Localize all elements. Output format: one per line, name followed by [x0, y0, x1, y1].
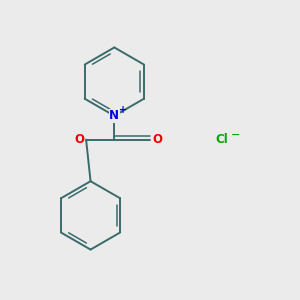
Text: O: O	[75, 133, 85, 146]
Text: O: O	[152, 133, 162, 146]
Text: +: +	[118, 105, 127, 115]
Text: −: −	[231, 130, 240, 140]
Text: Cl: Cl	[215, 133, 228, 146]
Text: N: N	[109, 109, 119, 122]
